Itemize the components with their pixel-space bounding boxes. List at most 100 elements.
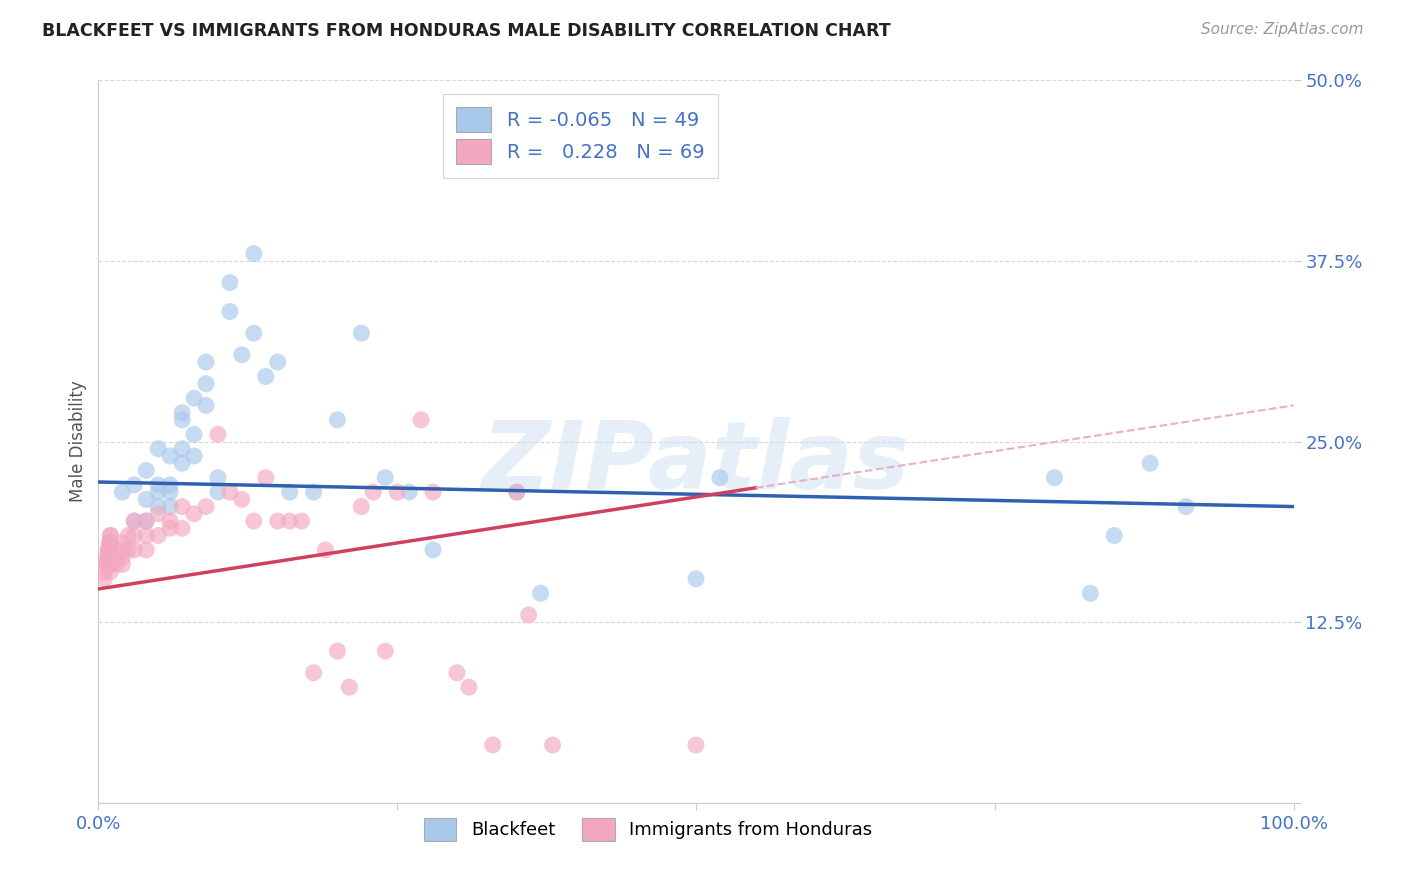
Point	[172, 406, 194, 420]
Point	[231, 492, 253, 507]
Point	[159, 514, 181, 528]
Point	[422, 542, 444, 557]
Point	[172, 456, 194, 470]
Point	[326, 413, 349, 427]
Point	[159, 500, 181, 514]
Point	[124, 528, 146, 542]
Point	[374, 644, 396, 658]
Point	[685, 572, 707, 586]
Point	[195, 500, 218, 514]
Point	[530, 586, 553, 600]
Point	[124, 514, 146, 528]
Point	[411, 413, 433, 427]
Point	[159, 485, 181, 500]
Point	[422, 485, 444, 500]
Point	[446, 665, 468, 680]
Point	[481, 738, 505, 752]
Point	[124, 478, 146, 492]
Point	[98, 542, 122, 557]
Point	[98, 550, 122, 565]
Point	[685, 738, 707, 752]
Point	[350, 500, 373, 514]
Point	[148, 478, 170, 492]
Point	[135, 514, 157, 528]
Point	[98, 528, 122, 542]
Point	[195, 376, 218, 391]
Point	[93, 572, 115, 586]
Point	[98, 542, 121, 557]
Point	[398, 485, 420, 500]
Point	[148, 485, 170, 500]
Point	[385, 485, 409, 500]
Point	[111, 550, 134, 565]
Point	[254, 369, 277, 384]
Point	[111, 542, 134, 557]
Point	[159, 449, 181, 463]
Point	[96, 558, 118, 572]
Text: BLACKFEET VS IMMIGRANTS FROM HONDURAS MALE DISABILITY CORRELATION CHART: BLACKFEET VS IMMIGRANTS FROM HONDURAS MA…	[42, 22, 891, 40]
Point	[98, 528, 122, 542]
Point	[135, 528, 157, 542]
Point	[97, 550, 120, 565]
Point	[159, 478, 181, 492]
Point	[254, 470, 277, 484]
Point	[98, 558, 122, 572]
Point	[231, 348, 253, 362]
Point	[148, 528, 170, 542]
Point	[117, 528, 139, 542]
Point	[172, 500, 194, 514]
Point	[111, 558, 134, 572]
Point	[207, 485, 229, 500]
Point	[172, 413, 194, 427]
Point	[1175, 500, 1198, 514]
Point	[148, 500, 170, 514]
Point	[105, 550, 128, 565]
Point	[183, 427, 205, 442]
Point	[195, 398, 218, 412]
Point	[98, 542, 121, 557]
Point	[506, 485, 529, 500]
Point	[219, 276, 242, 290]
Point	[135, 542, 157, 557]
Point	[302, 665, 325, 680]
Point	[98, 535, 122, 549]
Text: ZIPatlas: ZIPatlas	[482, 417, 910, 509]
Point	[97, 542, 120, 557]
Point	[278, 514, 301, 528]
Point	[1080, 586, 1102, 600]
Point	[148, 507, 170, 521]
Point	[243, 514, 266, 528]
Point	[98, 550, 121, 565]
Point	[135, 492, 157, 507]
Point	[135, 514, 157, 528]
Point	[117, 542, 139, 557]
Point	[124, 542, 146, 557]
Point	[541, 738, 564, 752]
Y-axis label: Male Disability: Male Disability	[69, 381, 87, 502]
Point	[315, 542, 337, 557]
Point	[148, 442, 170, 456]
Point	[374, 470, 396, 484]
Point	[517, 607, 540, 622]
Point	[98, 535, 122, 549]
Point	[96, 550, 118, 565]
Text: Source: ZipAtlas.com: Source: ZipAtlas.com	[1201, 22, 1364, 37]
Point	[105, 558, 128, 572]
Point	[243, 246, 266, 260]
Point	[278, 485, 301, 500]
Point	[219, 485, 242, 500]
Point	[1104, 528, 1126, 542]
Point	[506, 485, 529, 500]
Point	[350, 326, 373, 340]
Point	[98, 542, 122, 557]
Point	[291, 514, 314, 528]
Point	[458, 680, 481, 694]
Point	[1139, 456, 1161, 470]
Point	[135, 463, 157, 477]
Point	[267, 355, 290, 369]
Point	[183, 507, 205, 521]
Point	[124, 514, 146, 528]
Point	[339, 680, 361, 694]
Point	[709, 470, 731, 484]
Point	[183, 449, 205, 463]
